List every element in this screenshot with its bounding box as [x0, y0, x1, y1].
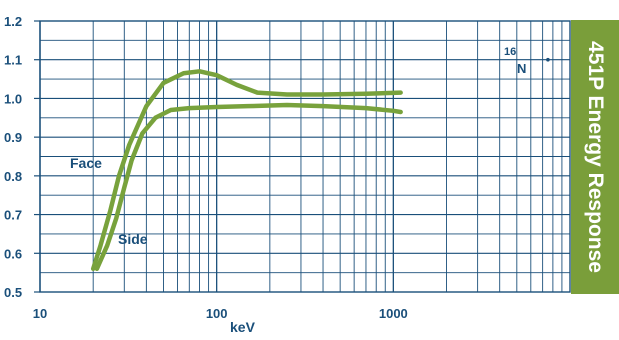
plot-border: [39, 20, 571, 293]
annotation-label: N: [517, 61, 526, 76]
series-line-face: [90, 69, 403, 272]
annotation-point: [546, 57, 550, 62]
x-axis-label: keV: [230, 319, 256, 335]
x-tick-label: 1000: [379, 306, 408, 321]
series-label-side: Side: [118, 231, 148, 247]
y-tick-label: 0.9: [4, 130, 22, 145]
y-tick-label: 1.0: [4, 91, 22, 106]
y-tick-label: 0.6: [4, 246, 22, 261]
x-tick-label: 100: [206, 306, 228, 321]
annotation-superscript: 16: [504, 46, 516, 58]
y-tick-label: 0.5: [4, 285, 22, 300]
series-label-face: Face: [70, 155, 102, 171]
title-banner: [571, 20, 619, 294]
y-tick-label: 1.2: [4, 14, 22, 29]
x-tick-label: 10: [33, 306, 47, 321]
chart-title: 451P Energy Response: [584, 41, 607, 273]
series-line-side: [94, 102, 403, 272]
y-tick-label: 0.7: [4, 208, 22, 223]
y-tick-label: 1.1: [4, 53, 22, 68]
y-tick-label: 0.8: [4, 169, 22, 184]
